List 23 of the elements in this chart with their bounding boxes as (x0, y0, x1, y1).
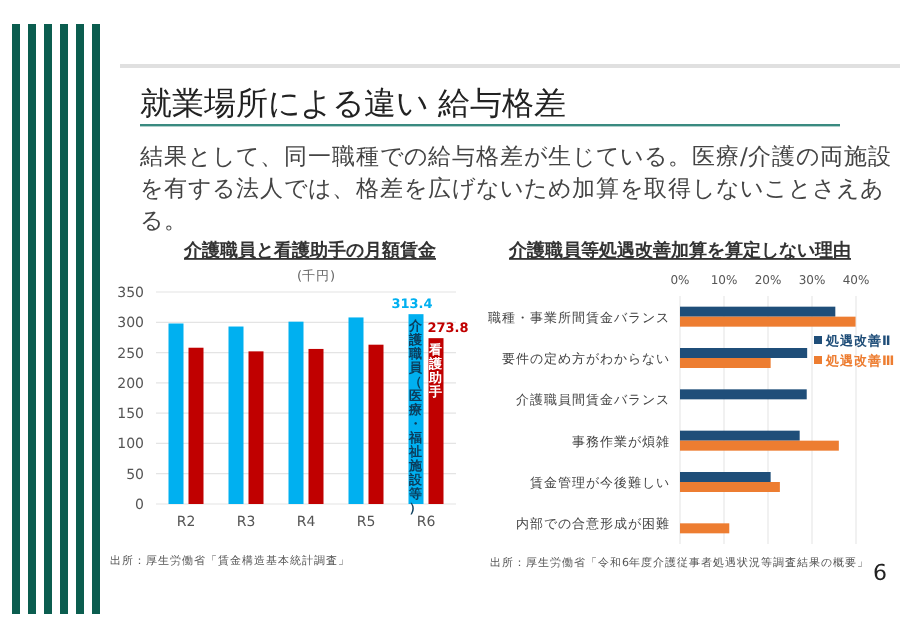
bar (248, 351, 264, 504)
bar (680, 358, 771, 368)
bar (680, 440, 839, 451)
bar (680, 306, 836, 317)
bar (680, 389, 807, 400)
bar (680, 482, 780, 492)
bar (680, 523, 730, 534)
bar (288, 321, 304, 504)
bar (680, 430, 800, 441)
bar (348, 317, 364, 504)
chart-title: 介護職員等処遇改善加算を算定しない理由 (507, 240, 851, 262)
bar (188, 347, 204, 504)
text: 結果として、同一職種での給与格差が生じている。医療/介護の両施設を有する法人では、格差を広げないため加算を取得しないことさえある。 (140, 140, 894, 236)
bar (680, 472, 771, 482)
bar (680, 316, 856, 327)
bar (168, 323, 184, 504)
bar (228, 326, 244, 504)
bar (308, 348, 324, 504)
bar (680, 348, 808, 358)
text: 就業場所による違い 給与格差 (140, 84, 567, 122)
text: 6 (873, 560, 887, 586)
bar (368, 344, 384, 504)
chart-title: 介護職員と看護助手の月額賃金 (182, 240, 438, 262)
